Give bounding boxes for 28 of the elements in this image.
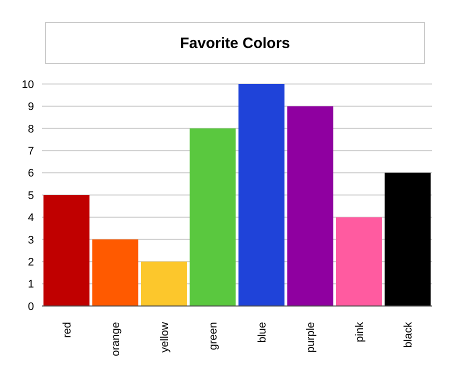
y-tick-label: 3 (28, 234, 34, 246)
y-tick-label: 8 (28, 123, 34, 136)
x-tick-label: yellow (158, 322, 171, 353)
x-tick-label: green (208, 322, 220, 350)
chart-title: Favorite Colors (45, 22, 425, 64)
y-tick-label: 2 (28, 256, 34, 269)
y-tick-label: 5 (28, 190, 34, 202)
bar (190, 128, 236, 306)
bar (238, 84, 284, 306)
x-tick-label: purple (305, 322, 318, 353)
bar (140, 262, 187, 306)
x-tick-label: pink (354, 322, 366, 342)
bar (92, 239, 138, 306)
y-tick-label: 6 (28, 168, 34, 180)
x-tick-label: blue (256, 322, 268, 343)
x-tick-label: orange (110, 322, 122, 356)
y-tick-label: 4 (28, 212, 34, 224)
y-tick-label: 7 (28, 146, 34, 158)
y-tick-label: 0 (28, 300, 34, 313)
bar (287, 106, 334, 306)
x-tick-label: red (61, 322, 74, 338)
y-tick-label: 10 (22, 78, 34, 91)
x-tick-label: black (402, 322, 415, 348)
bar (43, 195, 90, 306)
y-tick-label: 9 (28, 101, 34, 114)
y-tick-label: 1 (28, 278, 34, 291)
bar (384, 172, 431, 306)
bar (336, 217, 382, 306)
